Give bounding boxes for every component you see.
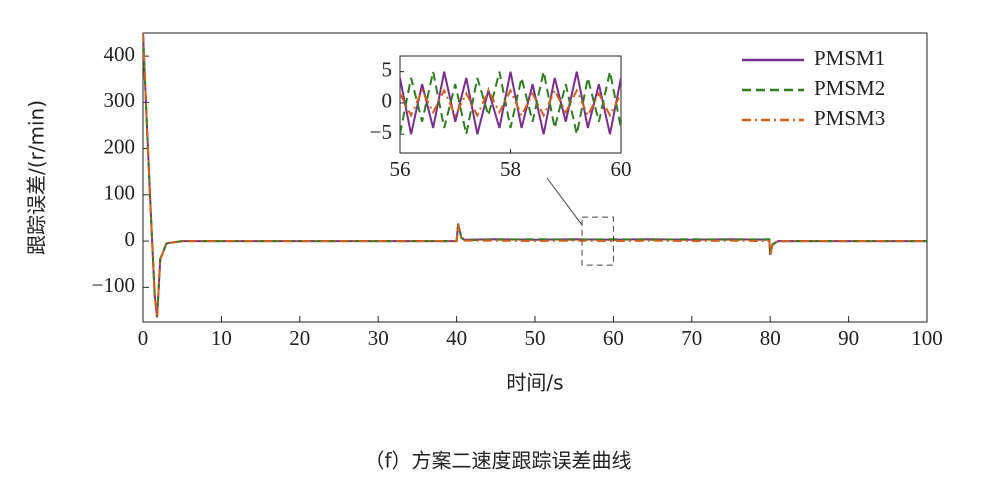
x-tick-label: 60: [603, 326, 624, 350]
x-tick-label: 56: [390, 157, 411, 181]
x-tick-label: 30: [368, 326, 389, 350]
plot-lines: [143, 33, 927, 318]
y-tick-label: 300: [104, 88, 136, 112]
y-tick-label: 200: [104, 134, 136, 158]
y-tick-label: −5: [370, 120, 392, 144]
x-axis-label: 时间/s: [506, 371, 563, 395]
x-tick-label: 90: [838, 326, 859, 350]
legend-label: PMSM3: [814, 106, 885, 130]
series-line: [400, 88, 621, 118]
caption: （f）方案二速度跟踪误差曲线: [364, 449, 631, 473]
x-tick-label: 58: [500, 157, 521, 181]
legend-label: PMSM2: [814, 76, 885, 100]
y-tick-label: 0: [125, 227, 136, 251]
x-tick-label: 0: [138, 326, 149, 350]
x-tick-label: 100: [911, 326, 943, 350]
series-line: [143, 33, 927, 317]
y-tick-label: 0: [382, 89, 393, 113]
zoom-box: [581, 216, 614, 266]
y-tick-label: 5: [382, 57, 393, 81]
y-axis-label: 跟踪误差/(r/min): [25, 100, 49, 255]
x-tick-label: 40: [446, 326, 467, 350]
y-tick-label: 100: [104, 181, 136, 205]
series-line: [400, 71, 621, 135]
plot-lines: [400, 71, 621, 135]
y-tick-label: −100: [92, 273, 135, 297]
plot-frame: [399, 55, 622, 154]
x-tick-label: 60: [611, 157, 632, 181]
y-tick-label: 400: [104, 42, 136, 66]
x-tick-label: 20: [289, 326, 310, 350]
zoom-connector: [546, 177, 583, 226]
legend-label: PMSM1: [814, 46, 885, 70]
x-tick-label: 10: [211, 326, 232, 350]
x-tick-label: 80: [760, 326, 781, 350]
x-tick-label: 50: [525, 326, 546, 350]
x-tick-label: 70: [681, 326, 702, 350]
